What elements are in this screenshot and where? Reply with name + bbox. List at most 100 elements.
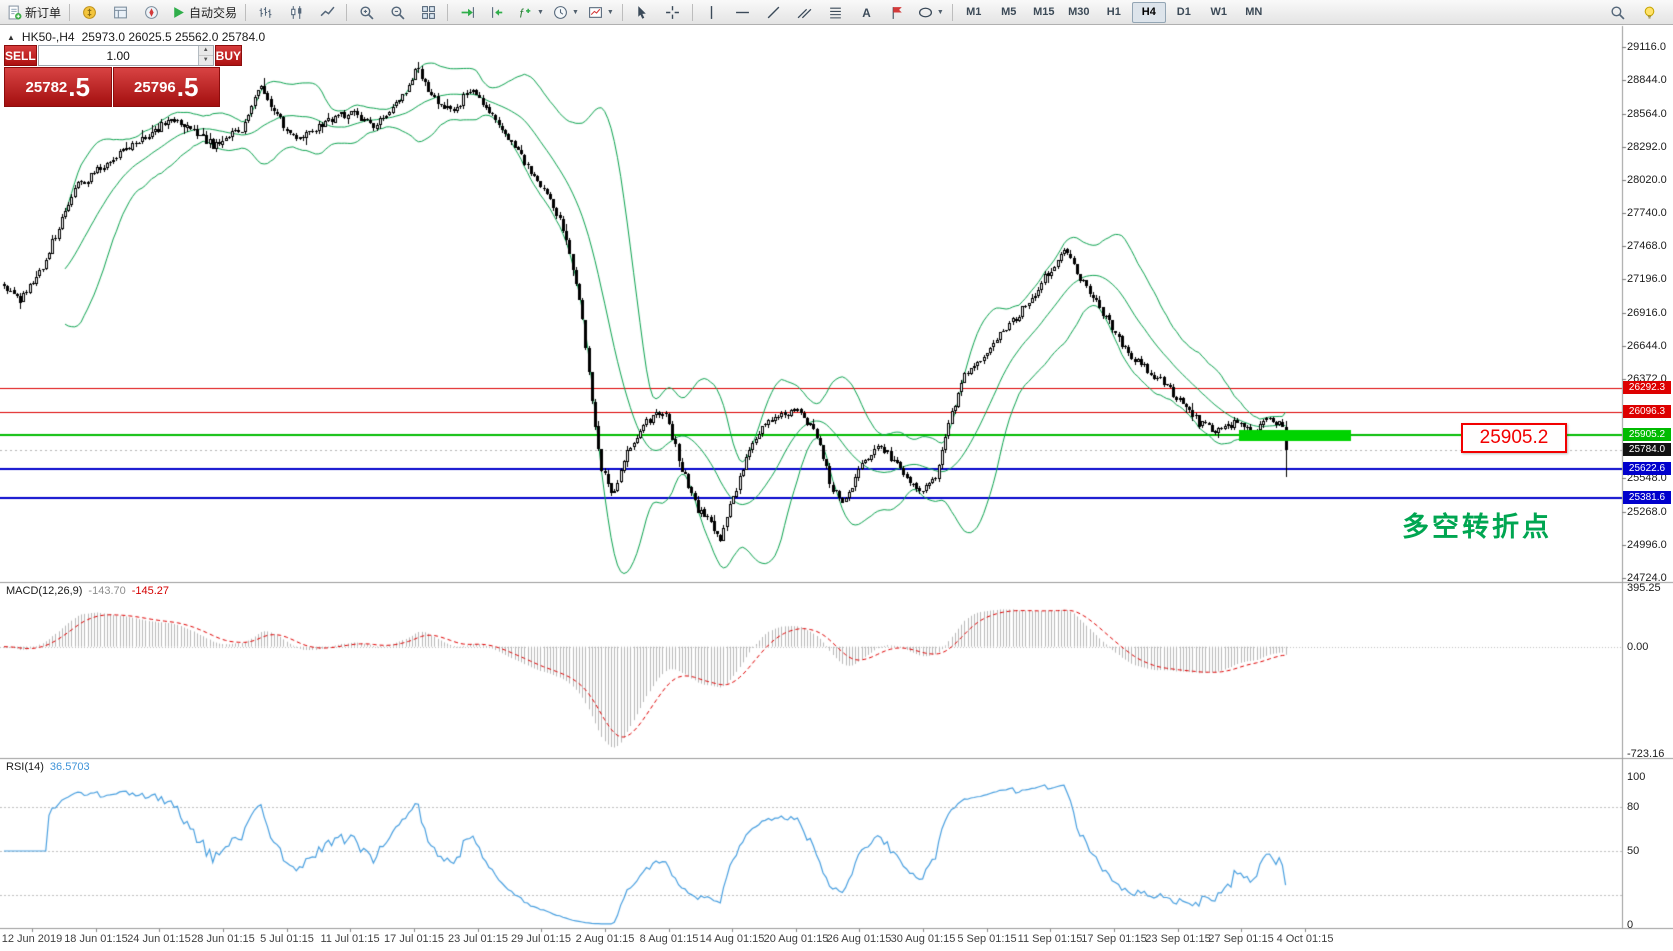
market-watch-button[interactable] — [74, 1, 104, 24]
channel-button[interactable] — [790, 1, 820, 24]
toolbar-separator — [447, 3, 449, 21]
macd-name: MACD(12,26,9) — [6, 585, 83, 597]
data-window-icon — [113, 5, 128, 20]
bar-chart-button[interactable] — [250, 1, 280, 24]
ideas-button[interactable] — [1634, 1, 1664, 24]
cursor-icon — [634, 5, 649, 20]
sell-button[interactable]: SELL — [4, 45, 37, 66]
autotrading-button-label: 自动交易 — [189, 5, 238, 20]
dropdown-caret-icon: ▼ — [606, 8, 614, 16]
buy-price-main: 25796 — [134, 78, 176, 96]
navigator-button[interactable] — [136, 1, 166, 24]
crosshair-button[interactable] — [658, 1, 688, 24]
timeframe-w1-button[interactable]: W1 — [1210, 6, 1228, 18]
toolbar-right-group — [1602, 1, 1670, 24]
horizontal-line-button[interactable] — [728, 1, 758, 24]
dropdown-caret-icon: ▼ — [571, 8, 579, 16]
sell-price-pips: .5 — [68, 72, 90, 102]
volume-input[interactable] — [38, 46, 198, 65]
shapes-icon — [918, 5, 933, 20]
line-chart-button[interactable] — [312, 1, 342, 24]
autotrading-button[interactable]: 自动交易 — [167, 1, 241, 24]
channel-icon — [797, 5, 812, 20]
auto-scroll-button[interactable] — [452, 1, 482, 24]
shapes-button[interactable]: ▼ — [914, 1, 948, 24]
rsi-value: 36.5703 — [49, 761, 90, 773]
toolbar-separator — [346, 3, 348, 21]
one-click-collapse-button[interactable]: ▲ — [7, 32, 15, 42]
timeframe-d1-button[interactable]: D1 — [1176, 6, 1191, 18]
new-order-button[interactable]: 新订单 — [3, 1, 65, 24]
arrows-icon — [890, 5, 905, 20]
timeframe-h4-button[interactable]: H4 — [1131, 1, 1166, 23]
candlestick-icon — [289, 5, 304, 20]
sell-price-main: 25782 — [25, 78, 68, 96]
templates-button[interactable]: ▼ — [584, 1, 618, 24]
search-icon — [1610, 5, 1625, 20]
dropdown-caret-icon: ▼ — [537, 8, 544, 16]
ideas-icon — [1642, 5, 1657, 20]
trendline-icon — [766, 5, 781, 20]
market-watch-icon — [82, 5, 97, 20]
turning-point-note[interactable]: 多空转折点 — [1402, 512, 1552, 542]
line-chart-icon — [320, 5, 335, 20]
timeframe-m1-button[interactable]: M1 — [966, 6, 982, 18]
auto-scroll-icon — [460, 5, 475, 20]
macd-signal-value: -145.27 — [131, 585, 170, 597]
macd-indicator-label: MACD(12,26,9) -143.70 -145.27 — [6, 585, 169, 597]
navigator-icon — [144, 5, 159, 20]
text-button[interactable]: A — [852, 1, 882, 24]
timeframe-m30-button[interactable]: M30 — [1068, 6, 1090, 18]
buy-price-pips: .5 — [176, 72, 199, 102]
chart-shift-button[interactable] — [483, 1, 513, 24]
template-icon — [588, 5, 603, 20]
volume-spinner: ▲ ▼ — [197, 46, 213, 65]
arrows-button[interactable] — [883, 1, 913, 24]
price-annotation-box[interactable]: 25905.2 — [1461, 423, 1567, 453]
svg-text:f: f — [520, 7, 525, 20]
clock-icon — [553, 5, 568, 20]
macd-value: -143.70 — [88, 585, 126, 597]
volume-control: ▲ ▼ — [37, 45, 214, 66]
indicators-icon: f — [518, 5, 533, 20]
hline-icon — [735, 5, 750, 20]
vertical-line-button[interactable] — [697, 1, 727, 24]
fibo-icon — [828, 5, 843, 20]
indicators-button[interactable]: f ▼ — [514, 1, 548, 24]
vline-icon — [704, 5, 719, 20]
zoom-out-icon — [390, 5, 405, 20]
chart-symbol-period: HK50-,H4 — [21, 30, 75, 44]
candlestick-chart-button[interactable] — [281, 1, 311, 24]
zoom-in-button[interactable] — [351, 1, 381, 24]
trendline-button[interactable] — [759, 1, 789, 24]
timeframe-mn-button[interactable]: MN — [1245, 6, 1263, 18]
search-button[interactable] — [1602, 1, 1632, 24]
timeframe-m15-button[interactable]: M15 — [1033, 6, 1055, 18]
toolbar-separator — [69, 3, 71, 21]
one-click-trading-panel: SELL ▲ ▼ BUY 25782.5 25796.5 — [4, 45, 243, 107]
crosshair-icon — [665, 5, 680, 20]
text-icon: A — [859, 5, 874, 20]
timeframe-m5-button[interactable]: M5 — [1001, 6, 1017, 18]
toolbar-separator — [691, 3, 693, 21]
toolbar-separator — [245, 3, 247, 21]
buy-button[interactable]: BUY — [214, 45, 243, 66]
periods-button[interactable]: ▼ — [549, 1, 583, 24]
chart-ohlc: 25973.0 26025.5 25562.0 25784.0 — [81, 30, 266, 44]
toolbar-separator — [951, 3, 953, 21]
chart-shift-icon — [491, 5, 506, 20]
zoom-out-button[interactable] — [382, 1, 412, 24]
dropdown-caret-icon: ▼ — [936, 8, 944, 16]
fibonacci-button[interactable] — [821, 1, 851, 24]
cursor-button[interactable] — [627, 1, 657, 24]
tile-windows-button[interactable] — [413, 1, 443, 24]
sell-price[interactable]: 25782.5 — [4, 67, 112, 107]
timeframe-h1-button[interactable]: H1 — [1106, 6, 1121, 18]
buy-price[interactable]: 25796.5 — [112, 67, 220, 107]
new-order-icon — [7, 5, 22, 20]
data-window-button[interactable] — [105, 1, 135, 24]
volume-increase-button[interactable]: ▲ — [198, 46, 213, 56]
rsi-name: RSI(14) — [6, 761, 44, 773]
volume-decrease-button[interactable]: ▼ — [198, 56, 213, 65]
